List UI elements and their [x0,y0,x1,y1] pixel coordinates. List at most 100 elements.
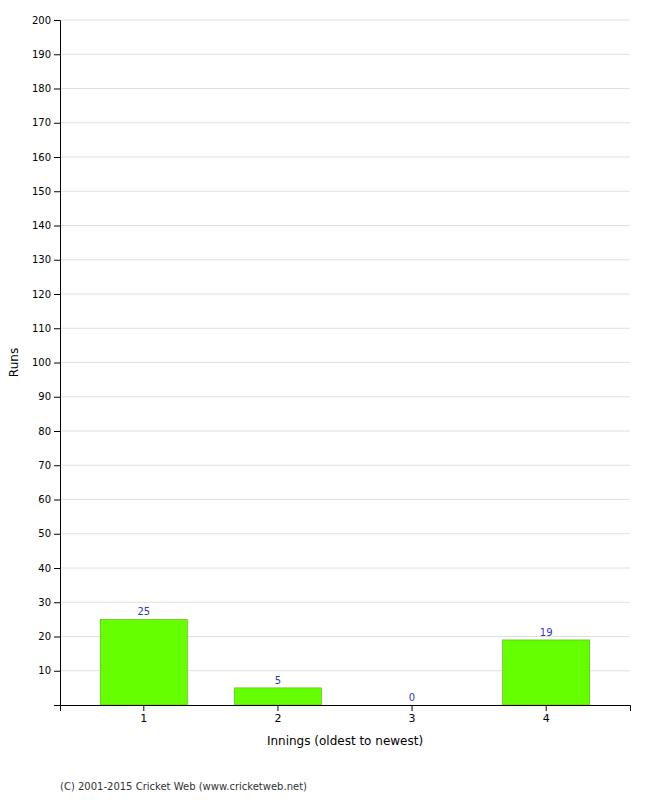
y-tick-label: 110 [32,323,51,334]
y-axis-line [54,21,61,706]
y-tick-label: 80 [38,426,51,437]
y-tick: 170 [32,117,60,128]
x-tick-label: 4 [543,712,550,725]
y-tick: 200 [32,15,60,26]
grid-line [60,465,630,466]
y-tick: 60 [38,494,60,505]
y-tick: 150 [32,186,60,197]
y-tick: 40 [38,563,60,574]
x-axis-line [61,706,631,712]
x-tick-label: 1 [140,712,147,725]
grid-line [60,328,630,329]
y-tick-label: 10 [38,665,51,676]
y-tick-label: 90 [38,391,51,402]
y-tick: 140 [32,220,60,231]
x-tick: 3 [409,705,416,725]
y-tick: 110 [32,323,60,334]
y-tick: 90 [38,391,60,402]
y-tick-label: 160 [32,152,51,163]
grid-line [60,259,630,260]
grid-line [60,157,630,158]
y-tick: 130 [32,254,60,265]
y-tick-mark [54,637,60,638]
y-tick-mark [54,294,60,295]
footer: (C) 2001-2015 Cricket Web (www.cricketwe… [60,781,307,792]
y-tick-label: 140 [32,220,51,231]
y-tick-mark [54,397,60,398]
y-tick-mark [54,157,60,158]
y-tick: 70 [38,460,60,471]
y-tick-mark [54,260,60,261]
data-labels: 255019 [137,606,552,703]
grid-line [60,88,630,89]
data-label: 19 [540,627,553,638]
y-tick-mark [54,602,60,603]
chart: 2550191234102030405060708090100110120130… [0,0,650,800]
grid-line [60,431,630,432]
y-tick-label: 60 [38,494,51,505]
x-tick: 2 [274,705,281,725]
y-tick: 80 [38,426,60,437]
x-tick: 1 [140,705,147,725]
grid [60,20,630,671]
bar [100,619,187,705]
y-axis-title: Runs [7,348,21,377]
y-tick-mark [54,500,60,501]
x-tick-mark [546,705,547,711]
bars [100,619,590,705]
grid-line [60,294,630,295]
y-tick-mark [54,123,60,124]
y-tick-mark [54,20,60,21]
y-tick-label: 100 [32,357,51,368]
plot: 2550191234102030405060708090100110120130… [7,15,631,748]
y-tick-mark [54,54,60,55]
grid-line [60,20,630,21]
x-tick-mark [412,705,413,711]
y-tick-label: 200 [32,15,51,26]
y-axis: 10 20 30 40 50 60 70 80 90 100 110 120 130 140 150 160 1… [32,15,61,706]
y-tick: 180 [32,83,60,94]
y-tick: 160 [32,152,60,163]
y-tick-label: 20 [38,631,51,642]
y-tick-mark [54,431,60,432]
grid-line [60,499,630,500]
y-tick-label: 70 [38,460,51,471]
y-tick-mark [54,568,60,569]
y-tick-label: 130 [32,254,51,265]
data-label: 5 [275,675,281,686]
x-axis-title: Innings (oldest to newest) [267,734,423,748]
y-tick-mark [54,534,60,535]
grid-line [60,225,630,226]
grid-line [60,396,630,397]
y-tick-label: 50 [38,528,51,539]
bar [368,705,455,706]
grid-line [60,54,630,55]
grid-line [60,122,630,123]
y-tick-label: 120 [32,289,51,300]
y-tick: 190 [32,49,60,60]
y-tick-label: 30 [38,597,51,608]
grid-line [60,602,630,603]
y-tick-mark [54,465,60,466]
x-tick-mark [143,705,144,711]
grid-line [60,533,630,534]
grid-line [60,568,630,569]
y-tick-label: 190 [32,49,51,60]
y-tick: 100 [32,357,60,368]
x-tick-label: 3 [409,712,416,725]
grid-line [60,362,630,363]
y-tick: 30 [38,597,60,608]
y-tick-label: 150 [32,186,51,197]
y-tick-mark [54,89,60,90]
y-tick: 20 [38,631,60,642]
x-tick-label: 2 [274,712,281,725]
y-tick: 50 [38,528,60,539]
grid-line [60,191,630,192]
y-tick-mark [54,226,60,227]
data-label: 0 [409,692,415,703]
y-tick: 120 [32,289,60,300]
y-tick-mark [54,328,60,329]
y-tick-mark [54,363,60,364]
y-tick: 10 [38,665,60,676]
x-tick-mark [277,705,278,711]
